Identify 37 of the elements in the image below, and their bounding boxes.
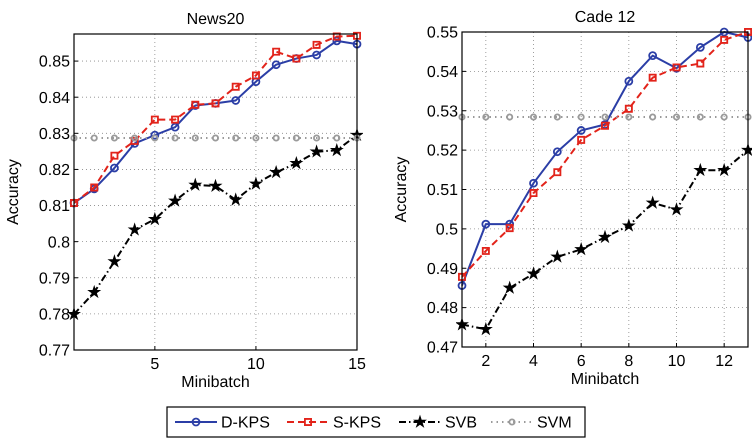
x-tick-label: 8 (624, 353, 634, 370)
y-tick-label: 0.82 (38, 162, 70, 180)
legend-label: S-KPS (333, 414, 382, 432)
x-axis-title: Minibatch (570, 371, 640, 388)
y-tick-label: 0.5 (436, 221, 458, 238)
x-tick-label: 10 (668, 353, 686, 370)
y-tick-label: 0.53 (426, 103, 458, 120)
y-tick-label: 0.81 (38, 198, 70, 216)
y-tick-label: 0.47 (426, 340, 458, 357)
legend-label: SVB (445, 414, 478, 432)
y-tick-label: 0.49 (426, 260, 458, 278)
chart-title: News20 (186, 11, 244, 28)
y-tick-label: 0.79 (38, 270, 70, 288)
legend-label: D-KPS (221, 414, 270, 432)
y-tick-label: 0.77 (38, 342, 70, 360)
x-tick-label: 12 (715, 353, 734, 370)
chart-title: Cade 12 (574, 9, 636, 26)
y-axis-title: Accuracy (5, 159, 22, 225)
x-tick-label: 2 (481, 353, 490, 370)
y-tick-label: 0.55 (426, 24, 458, 42)
legend-label: SVM (537, 414, 572, 432)
y-tick-label: 0.48 (426, 300, 458, 318)
y-tick-label: 0.85 (38, 54, 70, 71)
x-tick-label: 15 (348, 356, 366, 373)
x-tick-label: 6 (576, 353, 586, 370)
y-tick-label: 0.52 (426, 142, 458, 160)
x-tick-label: 10 (247, 356, 265, 373)
y-axis-title: Accuracy (393, 156, 410, 222)
y-tick-label: 0.83 (38, 126, 70, 143)
y-tick-label: 0.78 (38, 306, 70, 324)
y-tick-label: 0.54 (426, 64, 458, 81)
y-tick-label: 0.84 (38, 90, 70, 107)
y-tick-label: 0.8 (48, 234, 70, 252)
x-axis-title: Minibatch (181, 374, 250, 391)
y-tick-label: 0.51 (426, 182, 458, 200)
x-tick-label: 5 (150, 356, 160, 373)
x-tick-label: 4 (529, 353, 538, 370)
